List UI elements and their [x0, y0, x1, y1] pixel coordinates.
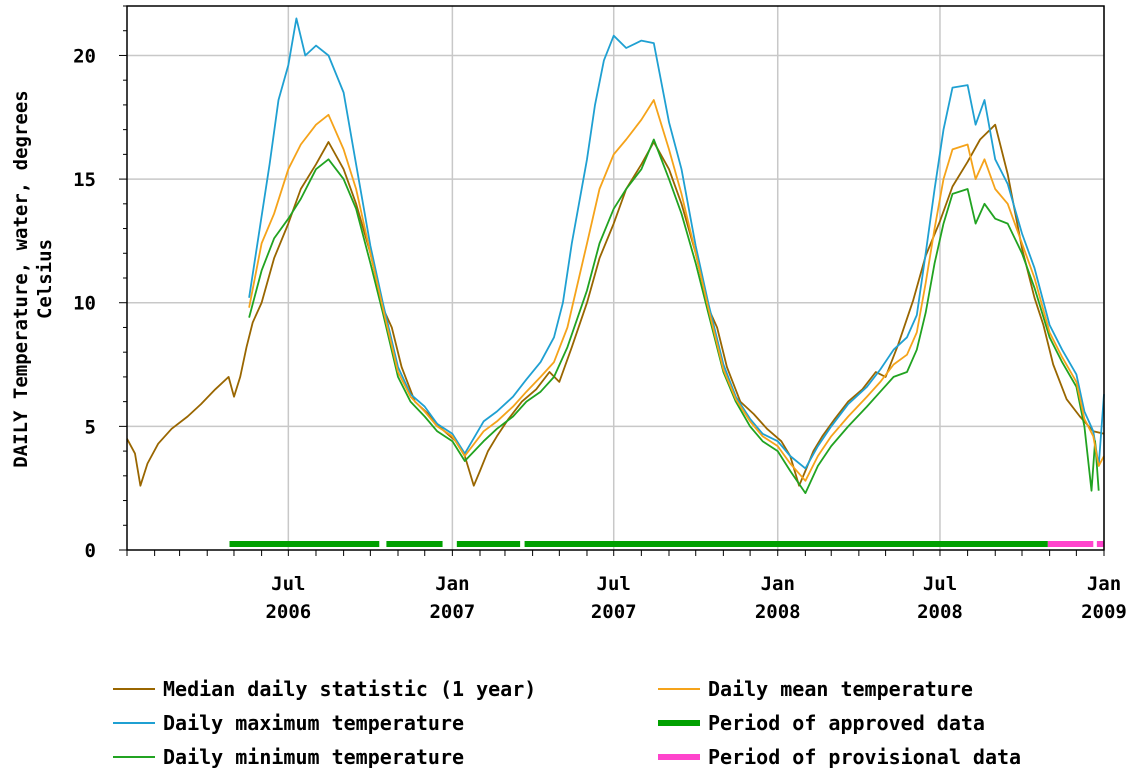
x-tick-label-year: 2008	[755, 601, 801, 623]
series-line-daily-minimum-temperature	[248, 138, 1100, 494]
y-tick-label-15: 15	[73, 169, 96, 191]
y-tick-label-0: 0	[85, 540, 96, 562]
x-tick-label-month: Jul	[597, 573, 631, 595]
y-tick-label-5: 5	[85, 416, 96, 438]
x-axis: Jul 2006 Jan 2007 Jul 2007 Jan 2008 Jul 2008 Jan 20…	[126, 550, 1127, 623]
y-tick-label-20: 20	[73, 45, 96, 67]
x-tick-label-year: 2008	[917, 601, 963, 623]
x-tick-label-year: 2009	[1081, 601, 1127, 623]
legend-label-4: Period of approved data	[708, 711, 985, 735]
x-tick-label-month: Jul	[923, 573, 957, 595]
x-tick-label-year: 2006	[265, 601, 311, 623]
series-line-median-daily-statistic-1-year	[126, 123, 1105, 487]
legend-label-2: Daily minimum temperature	[163, 745, 464, 769]
legend-label-5: Period of provisional data	[708, 745, 1021, 769]
x-tick-label-month: Jan	[761, 573, 795, 595]
series-line-daily-maximum-temperature	[248, 17, 1105, 470]
x-tick-label-year: 2007	[591, 601, 637, 623]
series-line-daily-mean-temperature	[248, 99, 1105, 482]
legend-label-1: Daily maximum temperature	[163, 711, 464, 735]
y-axis: 0 5 10 15 20	[73, 5, 127, 562]
series-lines	[126, 17, 1105, 494]
legend-label-3: Daily mean temperature	[708, 677, 973, 701]
x-tick-label-year: 2007	[429, 601, 475, 623]
x-tick-label-month: Jan	[1087, 573, 1121, 595]
x-tick-label-month: Jul	[271, 573, 305, 595]
y-axis-label-line1: DAILY Temperature, water, degrees	[10, 90, 32, 468]
legend: Median daily statistic (1 year) Daily max…	[113, 677, 1021, 769]
legend-label-0: Median daily statistic (1 year)	[163, 677, 536, 701]
y-axis-label-line2: Celsius	[34, 239, 56, 319]
y-tick-label-10: 10	[73, 293, 96, 315]
x-tick-label-month: Jan	[435, 573, 469, 595]
